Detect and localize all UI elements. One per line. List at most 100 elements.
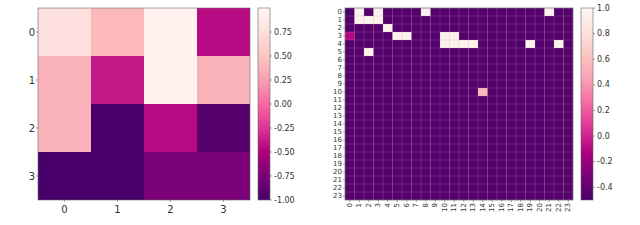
cell (554, 112, 564, 120)
cell (545, 24, 555, 32)
cell (516, 24, 526, 32)
cell (459, 192, 469, 200)
cell (478, 96, 488, 104)
cell (450, 192, 460, 200)
cell (545, 168, 555, 176)
cell (526, 168, 536, 176)
cell (535, 192, 545, 200)
x-tick (425, 200, 426, 202)
cell (355, 128, 365, 136)
cell (421, 176, 431, 184)
cell (421, 56, 431, 64)
grid-line (345, 88, 573, 89)
cell (478, 168, 488, 176)
cell (402, 32, 412, 40)
cell (469, 112, 479, 120)
cell (364, 64, 374, 72)
cell (488, 72, 498, 80)
cell (402, 120, 412, 128)
cell (383, 128, 393, 136)
cell (355, 56, 365, 64)
cell (526, 40, 536, 48)
cell (459, 184, 469, 192)
cell (402, 48, 412, 56)
cell (421, 16, 431, 24)
cell (393, 16, 403, 24)
cell (554, 40, 564, 48)
cell (402, 160, 412, 168)
x-tick (64, 200, 65, 202)
cell (497, 48, 507, 56)
cell (431, 144, 441, 152)
cell (535, 160, 545, 168)
cell (355, 176, 365, 184)
cell (469, 168, 479, 176)
y-tick (343, 100, 345, 101)
cell (564, 192, 574, 200)
cell (450, 88, 460, 96)
cell (545, 16, 555, 24)
cell (421, 112, 431, 120)
cell (545, 40, 555, 48)
x-tick (511, 200, 512, 202)
y-tick (343, 172, 345, 173)
cell (459, 152, 469, 160)
grid-line (345, 96, 573, 97)
cell (459, 104, 469, 112)
cell (469, 88, 479, 96)
cell (497, 32, 507, 40)
cell (459, 48, 469, 56)
cell (440, 64, 450, 72)
cell (564, 56, 574, 64)
cell (393, 8, 403, 16)
cell (440, 128, 450, 136)
cell (345, 88, 355, 96)
cell (497, 128, 507, 136)
cell (478, 120, 488, 128)
cell (374, 136, 384, 144)
cell (450, 184, 460, 192)
cell (488, 40, 498, 48)
cell (497, 88, 507, 96)
colorbar-tick (593, 84, 595, 85)
x-tick (359, 200, 360, 202)
cell (421, 96, 431, 104)
cell (374, 120, 384, 128)
cell (431, 160, 441, 168)
cell (526, 128, 536, 136)
y-tick-label: 2 (338, 24, 342, 32)
y-tick-label: 1 (29, 75, 35, 86)
cell (478, 104, 488, 112)
cell (564, 104, 574, 112)
cell (526, 136, 536, 144)
x-tick-label: 3 (374, 203, 382, 207)
cell (91, 56, 144, 104)
cell (345, 80, 355, 88)
cell (507, 40, 517, 48)
cell (535, 96, 545, 104)
cell (488, 8, 498, 16)
cell (197, 104, 250, 152)
cell (393, 56, 403, 64)
cell (564, 184, 574, 192)
cell (345, 168, 355, 176)
cell (345, 8, 355, 16)
cell (526, 32, 536, 40)
cell (554, 152, 564, 160)
colorbar-tick (270, 80, 272, 81)
cell (488, 120, 498, 128)
cell (469, 48, 479, 56)
cell (345, 24, 355, 32)
cell (383, 144, 393, 152)
cell (535, 184, 545, 192)
y-tick-label: 4 (338, 40, 343, 48)
cell (488, 160, 498, 168)
cell (431, 40, 441, 48)
x-tick-label: 17 (507, 203, 515, 212)
cell (507, 144, 517, 152)
cell (469, 184, 479, 192)
cell (440, 176, 450, 184)
cell (402, 184, 412, 192)
x-tick (520, 200, 521, 202)
cell (91, 104, 144, 152)
